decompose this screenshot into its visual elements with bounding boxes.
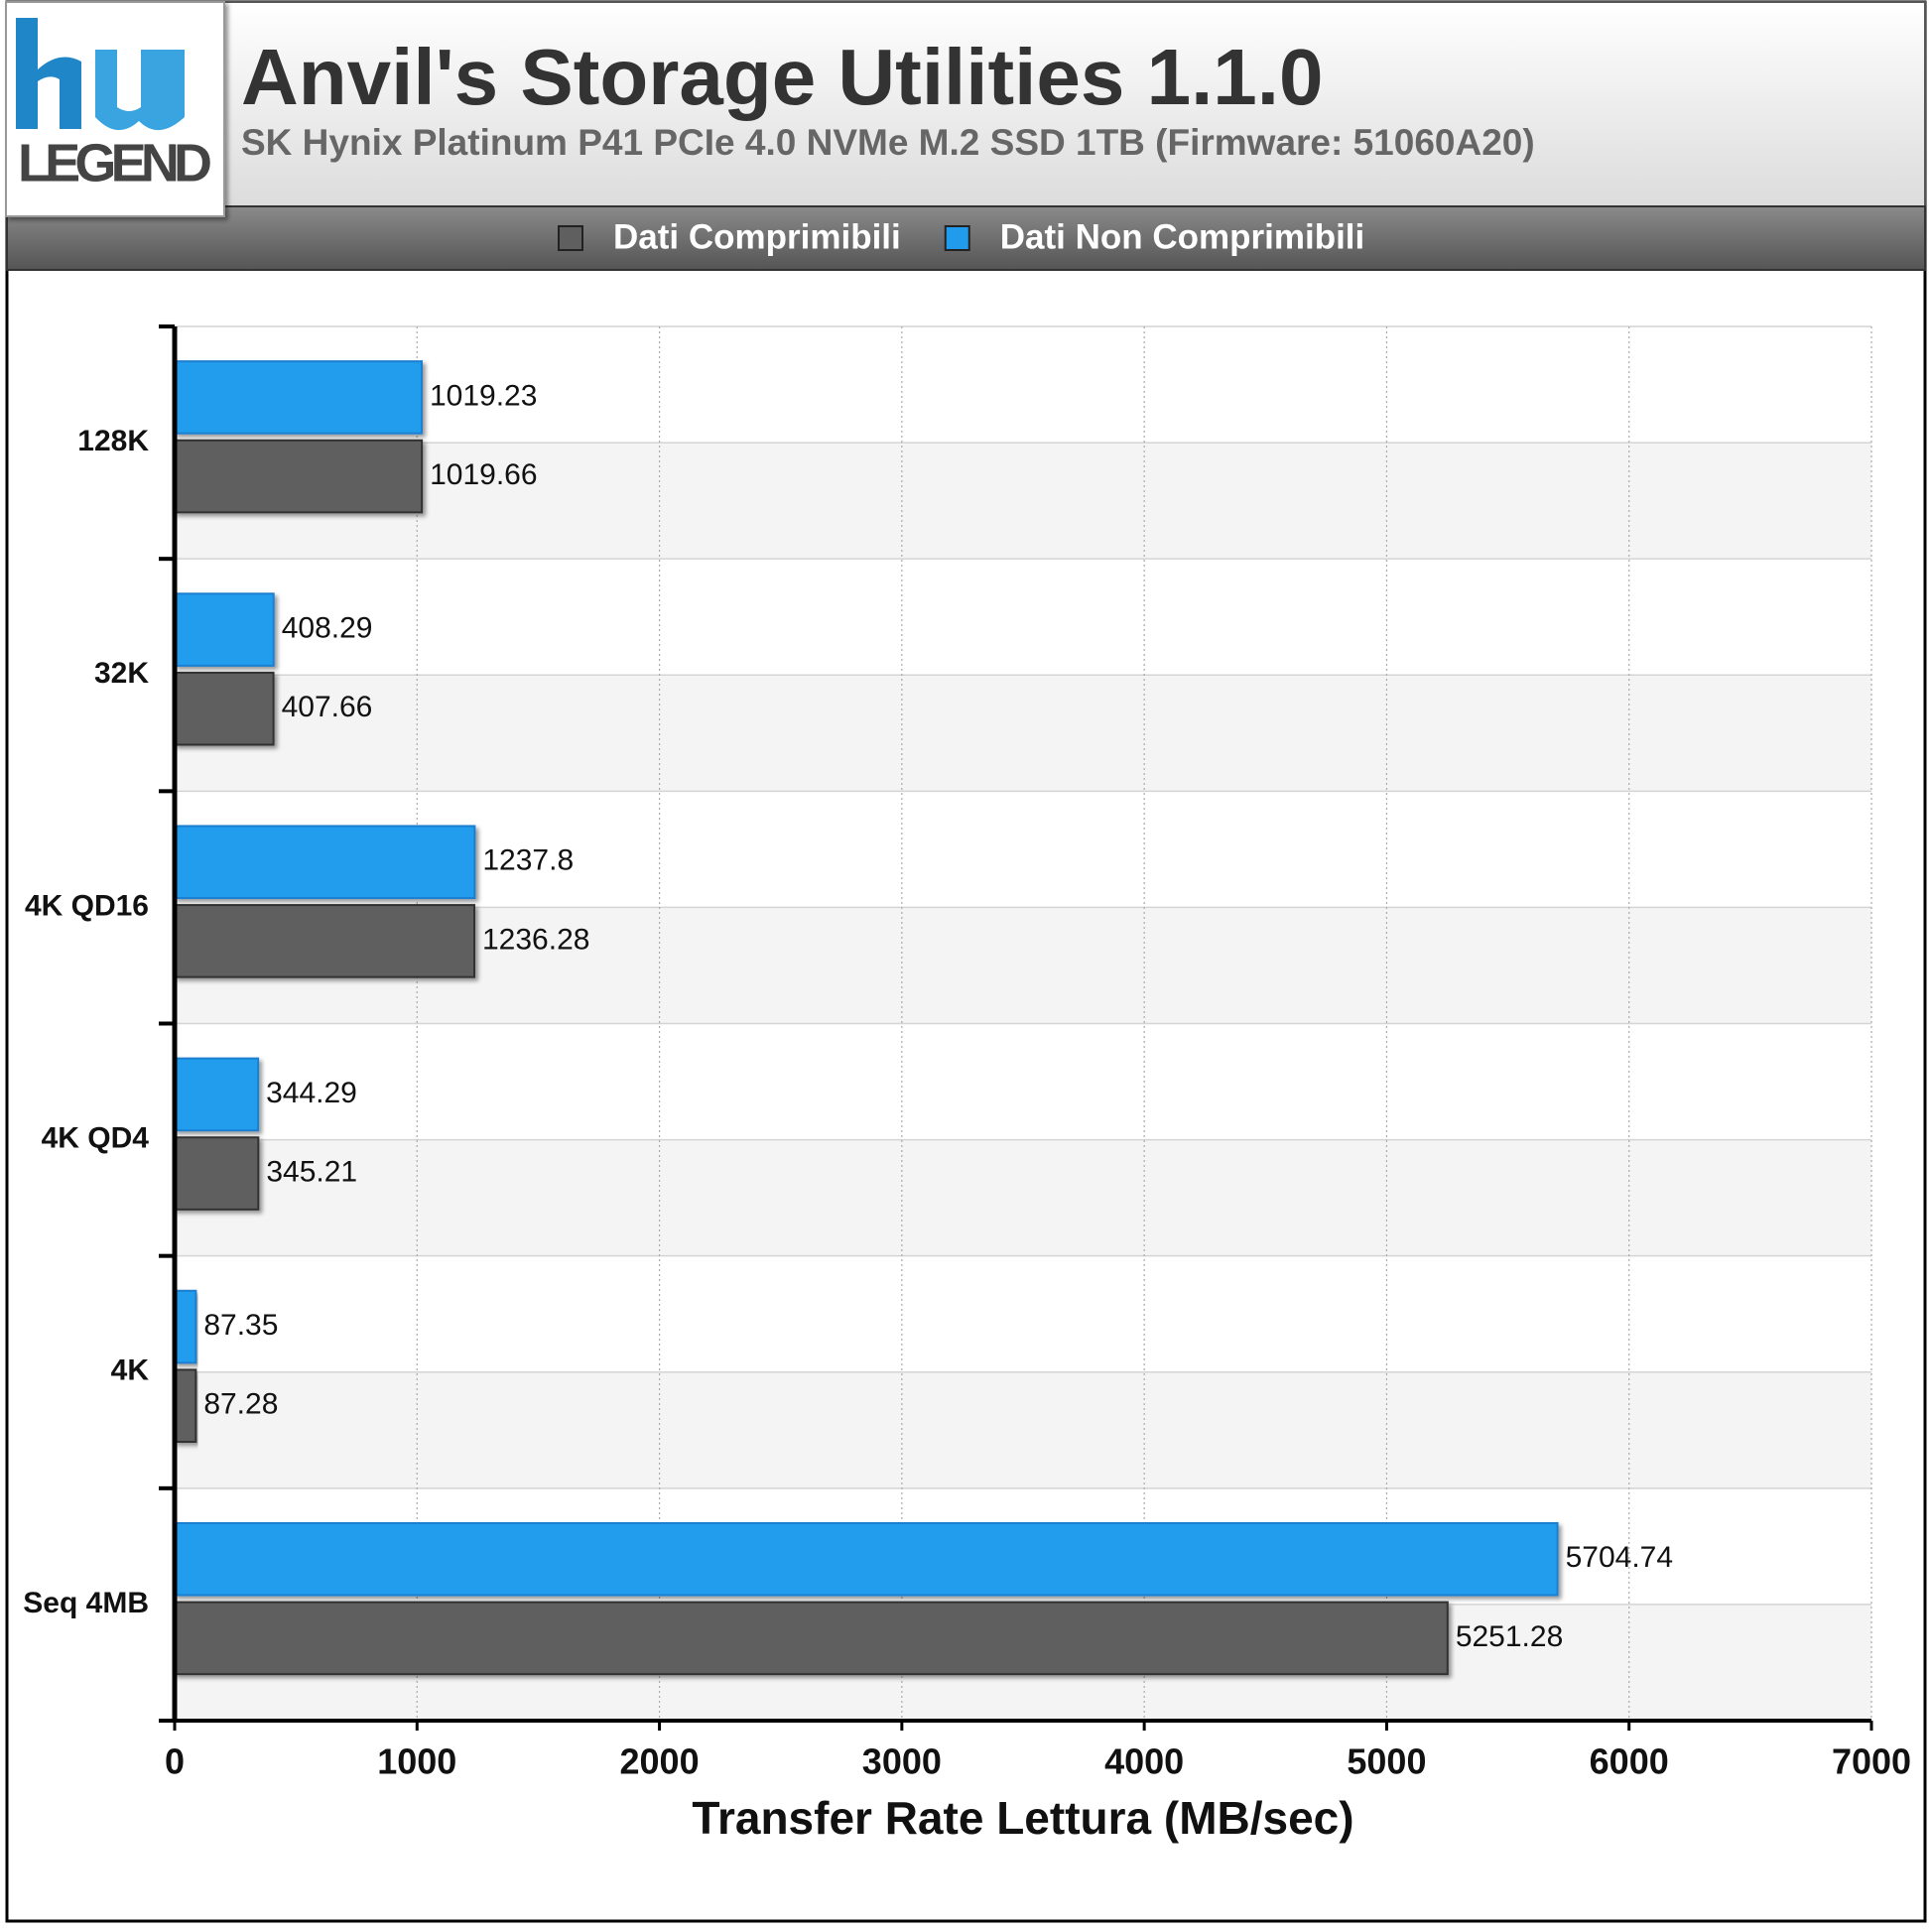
band-shade [175,1139,1871,1256]
band-shade [175,675,1871,792]
x-tick-label: 1000 [377,1741,456,1782]
value-label: 5251.28 [1456,1620,1563,1653]
x-tick-label: 2000 [620,1741,700,1782]
bar [174,825,476,900]
y-tick-label: Seq 4MB [23,1587,149,1619]
bar [174,1521,1559,1597]
x-tick-label: 5000 [1347,1741,1426,1782]
y-tick-label: 4K QD4 [42,1122,150,1155]
chart-subtitle: SK Hynix Platinum P41 PCIe 4.0 NVMe M.2 … [241,122,1535,163]
x-tick-label: 0 [165,1741,185,1782]
legend-swatch [944,225,970,251]
bar [174,592,275,667]
value-label: 407.66 [282,691,373,723]
value-label: 1019.66 [430,458,537,491]
value-label: 1236.28 [482,923,589,956]
bar [174,1057,260,1132]
bar [174,1601,1449,1676]
band-shade [175,1371,1871,1488]
bar [174,904,476,978]
value-label: 344.29 [266,1077,357,1109]
bar [174,360,423,435]
y-tick-label: 4K QD16 [25,889,149,922]
value-label: 1237.8 [482,844,574,877]
bar [174,439,424,514]
y-tick-label: 32K [94,657,149,690]
y-tick-label: 4K [111,1354,150,1387]
value-label: 1019.23 [430,379,537,412]
x-tick-label: 6000 [1590,1741,1669,1782]
x-axis-title: Transfer Rate Lettura (MB/sec) [692,1792,1353,1844]
bar [174,1289,197,1364]
header [6,1,1926,207]
legend: Dati Comprimibili Dati Non Comprimibili [558,217,1365,256]
legend-swatch [558,225,583,251]
bar [174,1136,260,1211]
logo-text: LEGEND [18,133,212,193]
x-tick-label: 4000 [1104,1741,1184,1782]
chart-title: Anvil's Storage Utilities 1.1.0 [241,33,1324,121]
band-shade [175,443,1871,560]
value-label: 408.29 [282,612,373,645]
value-label: 87.28 [203,1388,278,1421]
y-tick-label: 128K [77,425,149,457]
bar [174,671,275,746]
value-label: 87.35 [203,1309,278,1342]
x-tick-label: 3000 [862,1741,942,1782]
bar [174,1368,197,1443]
logo: LEGEND [5,1,225,217]
x-tick-label: 7000 [1832,1741,1911,1782]
legend-label: Dati Comprimibili [613,217,901,256]
value-label: 5704.74 [1566,1541,1673,1574]
value-label: 345.21 [266,1155,357,1188]
legend-label: Dati Non Comprimibili [1000,217,1365,256]
